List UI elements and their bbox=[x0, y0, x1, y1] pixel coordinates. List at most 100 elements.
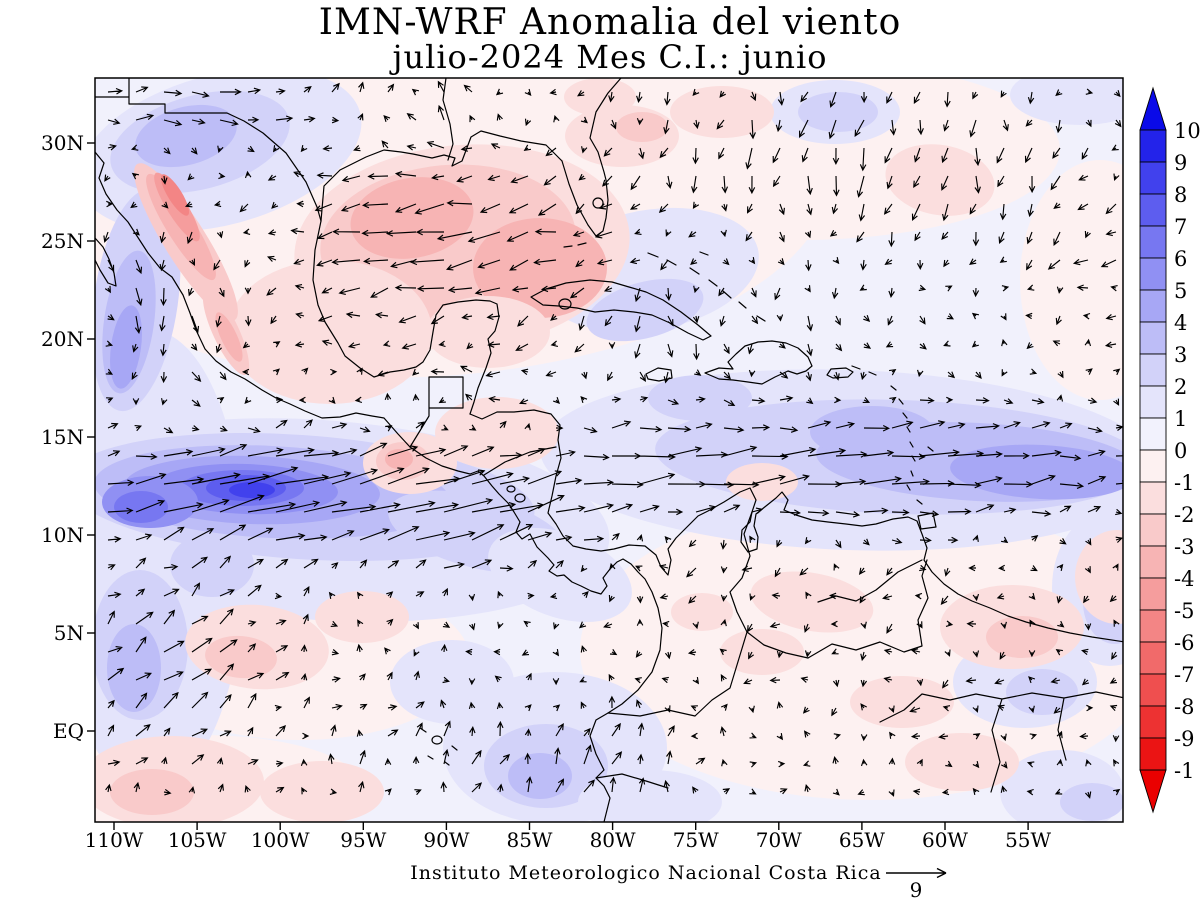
colorbar-segment bbox=[1139, 577, 1167, 611]
colorbar-tick-label: -2 bbox=[1174, 503, 1194, 527]
colorbar-tick-label: 1 bbox=[1174, 407, 1187, 431]
axes-layer: 110W 105W 100W 95W 90W 85W 80W 75W 70W 65W 60W 55W 3… bbox=[41, 131, 1051, 852]
anomaly-blob bbox=[1010, 78, 1123, 125]
anomaly-blob bbox=[110, 305, 142, 389]
map-plot-area: 110W 105W 100W 95W 90W 85W 80W 75W 70W 65W 60W 55W 3… bbox=[41, 77, 1124, 852]
lake-okeechobee-coastline bbox=[592, 197, 604, 209]
us-mexico-border-coastline bbox=[95, 78, 322, 222]
anomaly-blob bbox=[850, 676, 954, 728]
anomaly-blob bbox=[215, 312, 243, 362]
colorbar-tick-label: 4 bbox=[1174, 311, 1187, 335]
anomaly-blob bbox=[205, 635, 277, 679]
anomaly-blob bbox=[950, 444, 1123, 500]
anomaly-blob bbox=[648, 375, 752, 421]
mississippi-river-coastline bbox=[442, 78, 454, 161]
anomaly-blob bbox=[810, 406, 934, 458]
x-axis-tick-label: 90W bbox=[423, 828, 469, 852]
florida-keys-coastline bbox=[563, 242, 587, 248]
central-america-caribbean-coast-coastline bbox=[469, 409, 1123, 643]
colorbar-tick-label: -7 bbox=[1174, 663, 1194, 687]
anomaly-blob bbox=[107, 624, 161, 712]
colorbar-segment bbox=[1139, 673, 1167, 707]
y-axis-tick-label: 20N bbox=[41, 327, 84, 351]
colorbar-segment bbox=[1139, 385, 1167, 419]
colorbar-segment bbox=[1139, 513, 1167, 547]
colorbar-segment bbox=[1139, 417, 1167, 451]
lesser-antilles-coastline bbox=[851, 365, 934, 505]
galapagos-coastline bbox=[419, 727, 458, 766]
x-axis-tick-label: 60W bbox=[922, 828, 968, 852]
y-axis-tick-label: 30N bbox=[41, 131, 84, 155]
colorbar-arrow-top bbox=[1139, 86, 1167, 131]
anomaly-blob bbox=[720, 629, 804, 675]
anomaly-blob bbox=[315, 591, 409, 643]
anomaly-blob bbox=[986, 616, 1058, 658]
x-axis-tick-label: 100W bbox=[251, 828, 310, 852]
x-axis-tick-label: 70W bbox=[756, 828, 802, 852]
y-axis-tick-label: 10N bbox=[41, 523, 84, 547]
coastline-layer bbox=[95, 78, 1123, 822]
isla-juventud-coastline bbox=[558, 298, 572, 310]
colorbar-segment bbox=[1139, 737, 1167, 771]
anomaly-blob bbox=[260, 761, 384, 822]
colorbar-tick-label: 8 bbox=[1174, 183, 1187, 207]
chart-footer: Instituto Meteorologico Nacional Costa R… bbox=[410, 862, 947, 900]
anomaly-blob bbox=[671, 593, 733, 631]
y-axis-tick-label: 15N bbox=[41, 425, 84, 449]
hispaniola-coastline bbox=[704, 340, 813, 385]
anomaly-shading-layer bbox=[95, 78, 1123, 822]
colorbar-segment bbox=[1139, 129, 1167, 163]
colorbar-tick-label: -6 bbox=[1174, 631, 1194, 655]
anomaly-blob bbox=[1006, 669, 1078, 715]
reference-vector-arrow bbox=[886, 867, 947, 879]
colorbar-segment bbox=[1139, 257, 1167, 291]
colorbar-tick-label: 3 bbox=[1174, 343, 1187, 367]
pacific-coast-mexico-southamerica-coastline bbox=[95, 151, 663, 822]
colorbar-segment bbox=[1139, 353, 1167, 387]
institute-label: Instituto Meteorologico Nacional Costa R… bbox=[410, 862, 881, 884]
colorbar-tick-label: 9 bbox=[1174, 151, 1187, 175]
anomaly-blob bbox=[1060, 783, 1123, 821]
anomaly-blob bbox=[426, 296, 550, 368]
colorbar-segment bbox=[1139, 321, 1167, 355]
colorbar-tick-label: 0 bbox=[1174, 439, 1187, 463]
wind-vector-layer bbox=[103, 80, 1123, 799]
anomaly-blob bbox=[616, 112, 668, 142]
anomaly-blob bbox=[798, 92, 878, 132]
lake-nicaragua-coastline bbox=[506, 485, 526, 503]
colorbar-segment bbox=[1139, 193, 1167, 227]
anomaly-blob bbox=[750, 571, 874, 633]
mexico-gulf-coast-yucatan-coastline bbox=[312, 220, 500, 415]
guatemala-belize-borders-coastline bbox=[409, 376, 464, 448]
colorbar-tick-label: -4 bbox=[1174, 567, 1194, 591]
x-axis-tick-label: 85W bbox=[506, 828, 552, 852]
y-axis-tick-label: 5N bbox=[54, 621, 84, 645]
colorbar-segment bbox=[1139, 161, 1167, 195]
colorbar-tick-label: 5 bbox=[1174, 279, 1187, 303]
colorbar-segment bbox=[1139, 289, 1167, 323]
trinidad-coastline bbox=[917, 512, 937, 530]
anomaly-blob bbox=[905, 733, 1019, 791]
colorbar-tick-label: -5 bbox=[1174, 599, 1194, 623]
anomaly-blob bbox=[578, 770, 722, 822]
colorbar-segment bbox=[1139, 225, 1167, 259]
colorbar-tick-label: 6 bbox=[1174, 247, 1187, 271]
anomaly-blob bbox=[135, 104, 237, 168]
colorbar-segment bbox=[1139, 449, 1167, 483]
chart-title: IMN-WRF Anomalia del viento julio-2024 M… bbox=[319, 2, 901, 76]
colorbar-arrow-bottom bbox=[1139, 769, 1167, 814]
anomaly-blob bbox=[885, 144, 995, 216]
map-frame bbox=[94, 77, 1124, 823]
colorbar-segment bbox=[1139, 609, 1167, 643]
y-axis-tick-label: 25N bbox=[41, 229, 84, 253]
colorbar-segment bbox=[1139, 641, 1167, 675]
anomaly-blob bbox=[114, 491, 168, 523]
anomaly-blob bbox=[580, 500, 1123, 800]
colombia-ecuador-peru-borders-coastline bbox=[595, 631, 748, 789]
chart-title-line2: julio-2024 Mes C.I.: junio bbox=[389, 38, 828, 76]
amazon-rivers-coastline bbox=[879, 691, 1123, 793]
colorbar-tick-label: -9 bbox=[1174, 727, 1194, 751]
colorbar-tick-label: 7 bbox=[1174, 215, 1187, 239]
x-axis-tick-label: 95W bbox=[340, 828, 386, 852]
